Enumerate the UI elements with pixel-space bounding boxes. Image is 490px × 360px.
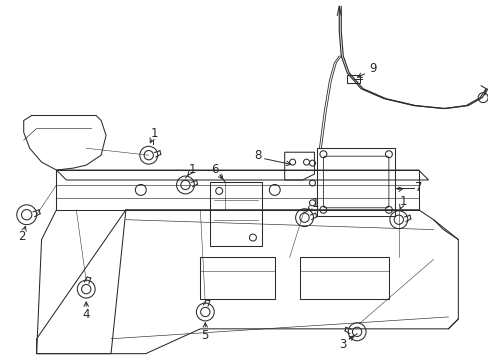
Text: 1: 1 xyxy=(189,163,196,176)
Text: 5: 5 xyxy=(201,329,209,342)
Text: 7: 7 xyxy=(415,181,422,194)
Text: 8: 8 xyxy=(254,149,262,162)
Text: 2: 2 xyxy=(18,230,25,243)
Text: 1: 1 xyxy=(151,127,158,140)
Text: 1: 1 xyxy=(400,195,408,208)
Text: 4: 4 xyxy=(82,309,90,321)
Text: 3: 3 xyxy=(340,338,347,351)
Text: 1: 1 xyxy=(312,197,319,210)
Text: 9: 9 xyxy=(369,62,377,75)
Text: 6: 6 xyxy=(212,163,219,176)
